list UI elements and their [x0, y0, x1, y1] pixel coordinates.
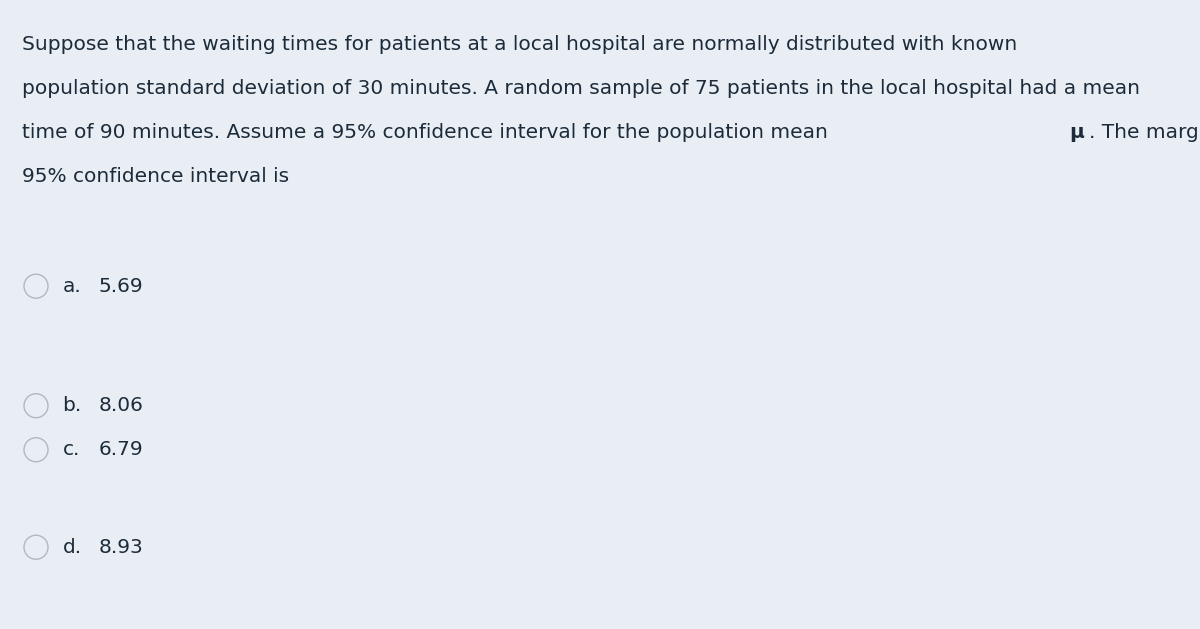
Text: 6.79: 6.79: [98, 440, 143, 459]
Text: . The margin of error of the: . The margin of error of the: [1088, 123, 1200, 142]
Text: d.: d.: [62, 538, 82, 557]
Text: μ: μ: [1069, 123, 1085, 142]
Text: population standard deviation of 30 minutes. A random sample of 75 patients in t: population standard deviation of 30 minu…: [22, 79, 1140, 97]
Text: Suppose that the waiting times for patients at a local hospital are normally dis: Suppose that the waiting times for patie…: [22, 35, 1016, 53]
Text: b.: b.: [62, 396, 82, 415]
Text: 95% confidence interval is: 95% confidence interval is: [22, 167, 289, 186]
Text: 8.06: 8.06: [98, 396, 143, 415]
Text: 5.69: 5.69: [98, 277, 143, 296]
Text: time of 90 minutes. Assume a 95% confidence interval for the population mean: time of 90 minutes. Assume a 95% confide…: [22, 123, 834, 142]
Text: c.: c.: [62, 440, 79, 459]
Text: 8.93: 8.93: [98, 538, 143, 557]
Text: a.: a.: [62, 277, 82, 296]
